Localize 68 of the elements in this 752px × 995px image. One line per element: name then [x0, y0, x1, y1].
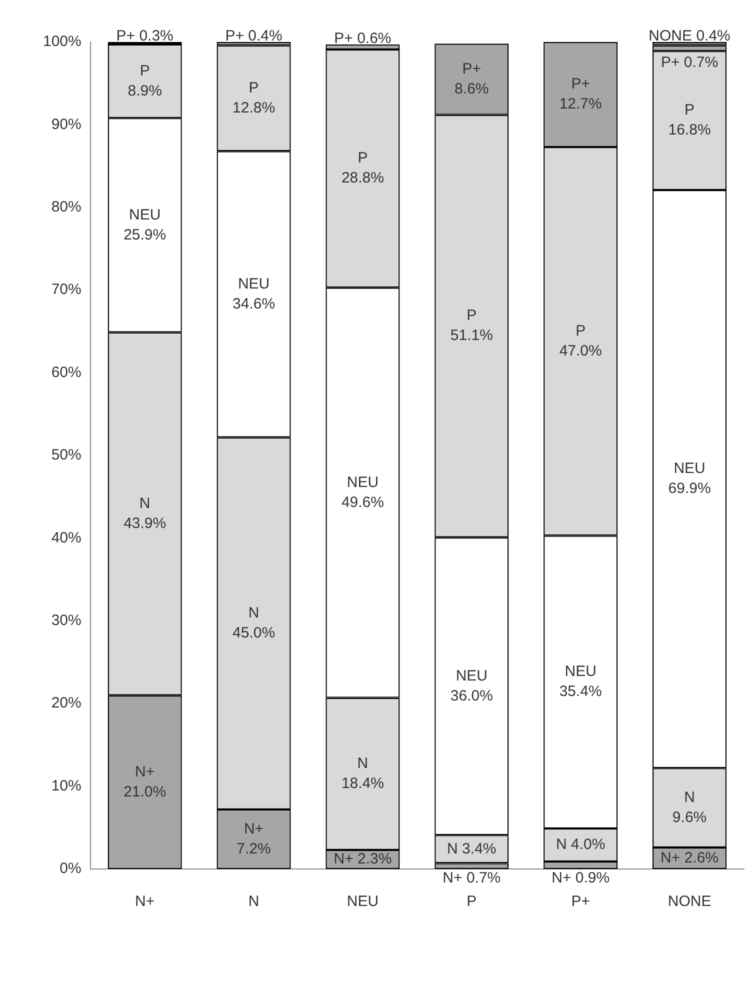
text: P	[684, 102, 695, 119]
series-label: P	[140, 62, 150, 80]
text: NEU	[456, 667, 488, 684]
data-label: 16.8%	[668, 122, 711, 139]
y-tick-label: 50%	[51, 446, 82, 464]
data-label: 28.8%	[341, 170, 384, 187]
text: N+ 0.9%	[552, 870, 610, 887]
text: P	[248, 79, 259, 96]
y-tick-label: 40%	[51, 529, 82, 546]
text: P+ 0.6%	[334, 30, 392, 48]
text: P	[576, 322, 586, 340]
text: N+ 0.7%	[442, 870, 501, 887]
x-tick-label: N+	[135, 893, 155, 910]
text: N+ 2.3%	[334, 850, 392, 868]
series-label: N+	[244, 820, 264, 838]
text: N 3.4%	[447, 840, 496, 858]
text: N	[357, 755, 368, 772]
text: P+ 0.3%	[116, 28, 174, 45]
data-label: 34.6%	[232, 295, 276, 312]
text: N	[248, 604, 260, 622]
y-tick-label: 30%	[51, 612, 82, 630]
data-label: 7.2%	[236, 840, 271, 858]
data-label: 51.1%	[450, 327, 493, 344]
x-tick-label: P+	[571, 893, 590, 910]
data-label: 43.9%	[124, 514, 166, 532]
text: N+ 2.6%	[660, 849, 719, 866]
y-tick-label: 70%	[51, 281, 82, 298]
y-tick-label: 80%	[51, 198, 82, 216]
data-label: 49.6%	[341, 494, 384, 511]
text: N	[139, 494, 150, 512]
y-tick-label: 100%	[42, 33, 82, 50]
text: NEU	[346, 474, 379, 491]
data-label: 12.8%	[232, 99, 276, 116]
text: NEU	[129, 206, 161, 224]
series-label: N	[684, 788, 695, 806]
y-tick-label: 60%	[51, 364, 82, 381]
data-label: 8.6%	[454, 80, 489, 98]
y-tick-label: 0%	[60, 860, 82, 878]
data-label: 21.0%	[124, 783, 166, 800]
text: NEU	[564, 663, 596, 680]
text: P	[466, 307, 477, 324]
text: NONE 0.4%	[648, 28, 730, 45]
text: P	[358, 150, 368, 167]
y-tick-label: 90%	[51, 116, 82, 133]
data-label: 36.0%	[450, 687, 493, 704]
text: P+	[571, 76, 590, 93]
series-label: P+	[462, 60, 482, 78]
data-label: 35.4%	[559, 683, 602, 700]
y-tick-label: 10%	[51, 777, 82, 794]
text: N+	[135, 763, 155, 780]
data-label: 9.6%	[672, 808, 707, 826]
data-label: 12.7%	[559, 96, 602, 113]
series-label: NEU	[238, 275, 270, 292]
x-tick-label: NONE	[668, 893, 712, 910]
data-label: 47.0%	[559, 342, 602, 360]
data-label: 69.9%	[668, 480, 711, 498]
data-label: 45.0%	[232, 624, 276, 642]
data-label: 18.4%	[341, 775, 384, 792]
text: P+ 0.4%	[225, 28, 282, 45]
text: N 4.0%	[556, 836, 606, 854]
data-label: 8.9%	[128, 82, 162, 100]
text: NEU	[674, 460, 706, 478]
text: P+ 0.7%	[660, 54, 718, 71]
y-tick-label: 20%	[51, 694, 82, 712]
x-tick-label: NEU	[346, 893, 379, 910]
x-tick-label: N	[248, 893, 260, 910]
x-tick-label: P	[466, 893, 477, 910]
data-label: 25.9%	[124, 226, 166, 244]
